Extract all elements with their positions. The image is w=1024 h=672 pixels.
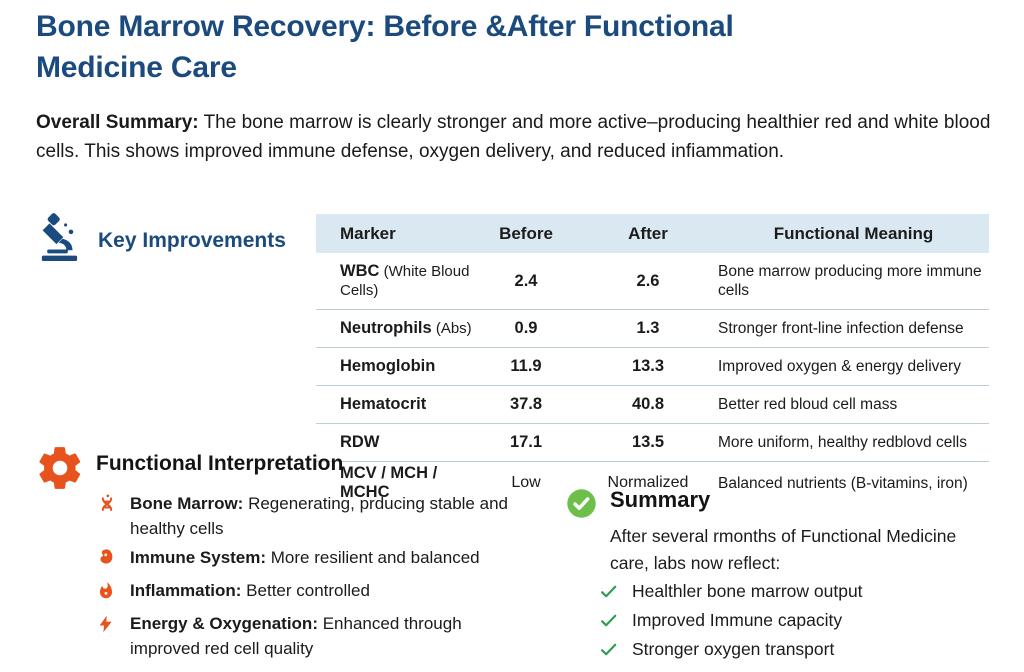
item-label: Energy & Oxygenation: [130, 614, 318, 633]
checklist-item-text: Improved Immune capacity [632, 610, 843, 630]
meaning-text: Better red bloud cell mass [718, 396, 898, 413]
checkmark-icon [599, 582, 619, 601]
item-label: Immune System: [130, 548, 267, 567]
bolt-icon [97, 611, 117, 661]
column-header-marker: Marker [340, 223, 396, 243]
list-item: Immune System: More resilient and balanc… [97, 545, 547, 574]
before-value: 11.9 [510, 357, 542, 375]
marker-name: RDW [340, 433, 380, 451]
marker-name: Hematocrit [340, 395, 427, 413]
item-label: Inflammation: [130, 581, 242, 600]
after-value: 2.6 [636, 271, 660, 290]
functional-interpretation-heading: Functional Interpretation [96, 452, 344, 475]
summary-heading: Summary [610, 487, 711, 512]
marker-note: (White Bloud Cells) [340, 263, 470, 299]
marker-name: MCV / MCH / MCHC [340, 464, 438, 501]
list-item: Bone Marrow: Regenerating, prducing stab… [97, 491, 547, 541]
muscle-icon [97, 545, 117, 574]
before-value: 2.4 [514, 271, 538, 290]
checklist-item-text: Healthler bone marrow output [632, 581, 863, 601]
meaning-text: Balanced nutrients (B-vitamins, iron) [718, 474, 968, 492]
list-item: Energy & Oxygenation: Enhanced through i… [97, 611, 547, 661]
table-row: WBC (White Bloud Cells) 2.4 2.6 Bone mar… [316, 253, 989, 310]
checklist-item-text: Stronger oxygen transport [632, 639, 835, 659]
microscope-icon [38, 212, 84, 269]
checkmark-icon [599, 640, 619, 659]
after-value: 13.3 [631, 357, 665, 375]
item-label: Bone Marrow: [130, 494, 244, 513]
item-text: Regenerating, prducing stable and health… [130, 494, 508, 538]
key-improvements-header: Key Improvements [38, 212, 286, 269]
table-header-row: Marker Before After Functional Meaning [316, 214, 989, 253]
meaning-text: Improved oxygen & energy delivery [718, 358, 961, 375]
after-value: 13.5 [631, 433, 665, 451]
column-header-before: Before [499, 223, 553, 243]
after-value: Normalized [607, 474, 689, 491]
lab-results-table: Marker Before After Functional Meaning W… [316, 214, 989, 504]
overall-summary-text: The bone marrow is clearly stronger and … [36, 112, 991, 162]
overall-summary: Overall Summary: The bone marrow is clea… [36, 108, 992, 166]
list-item: Inflammation: Better controlled [97, 578, 547, 607]
summary-checklist: Healthler bone marrow output Improved Im… [599, 577, 863, 664]
functional-interpretation-list: Bone Marrow: Regenerating, prducing stab… [97, 491, 547, 665]
after-value: 1.3 [636, 319, 660, 337]
checklist-item: Stronger oxygen transport [599, 635, 863, 664]
column-header-after: After [628, 223, 668, 243]
meaning-text: Stronger front-line infection defense [718, 320, 964, 337]
item-text: Enhanced through improved red cell quali… [130, 614, 462, 658]
checklist-item: Improved Immune capacity [599, 606, 863, 635]
check-badge-icon [566, 488, 597, 524]
table-row: MCV / MCH / MCHC Low Normalized Balanced… [316, 462, 989, 504]
summary-intro: After several rmonths of Functional Medi… [610, 526, 957, 573]
gear-icon [35, 443, 85, 498]
dna-icon [97, 491, 117, 541]
table-row: RDW 17.1 13.5 More uniform, healthy redb… [316, 424, 989, 462]
marker-note: (Abs) [431, 320, 472, 337]
overall-summary-label: Overall Summary: [36, 112, 199, 133]
key-improvements-heading: Key Improvements [98, 228, 286, 252]
marker-name: Neutrophils [340, 319, 432, 337]
page-title-line2: Medicine Care [36, 51, 237, 84]
marker-name: WBC [340, 262, 380, 280]
table-row: Hemoglobin 11.9 13.3 Improved oxygen & e… [316, 348, 989, 386]
page-title-line1: Bone Marrow Recovery: Before &After Func… [36, 10, 734, 43]
table-row: Hematocrit 37.8 40.8 Better red bloud ce… [316, 386, 989, 424]
flame-icon [97, 578, 117, 607]
meaning-text: Bone marrow producing more immune cells [718, 263, 982, 299]
table-row: Neutrophils (Abs) 0.9 1.3 Stronger front… [316, 310, 989, 348]
marker-name: Hemoglobin [340, 357, 436, 375]
item-text: More resilient and balanced [266, 548, 480, 567]
item-text: Better controlled [241, 581, 370, 600]
after-value: 40.8 [631, 395, 665, 413]
checklist-item: Healthler bone marrow output [599, 577, 863, 606]
before-value: 17.1 [509, 433, 543, 451]
before-value: 0.9 [514, 319, 538, 337]
before-value: 37.8 [509, 395, 543, 413]
checkmark-icon [599, 611, 619, 630]
column-header-meaning: Functional Meaning [773, 223, 934, 243]
before-value: Low [511, 474, 541, 491]
meaning-text: More uniform, healthy redblovd cells [718, 434, 967, 451]
page-title: Bone Marrow Recovery: Before &After Func… [36, 6, 976, 88]
